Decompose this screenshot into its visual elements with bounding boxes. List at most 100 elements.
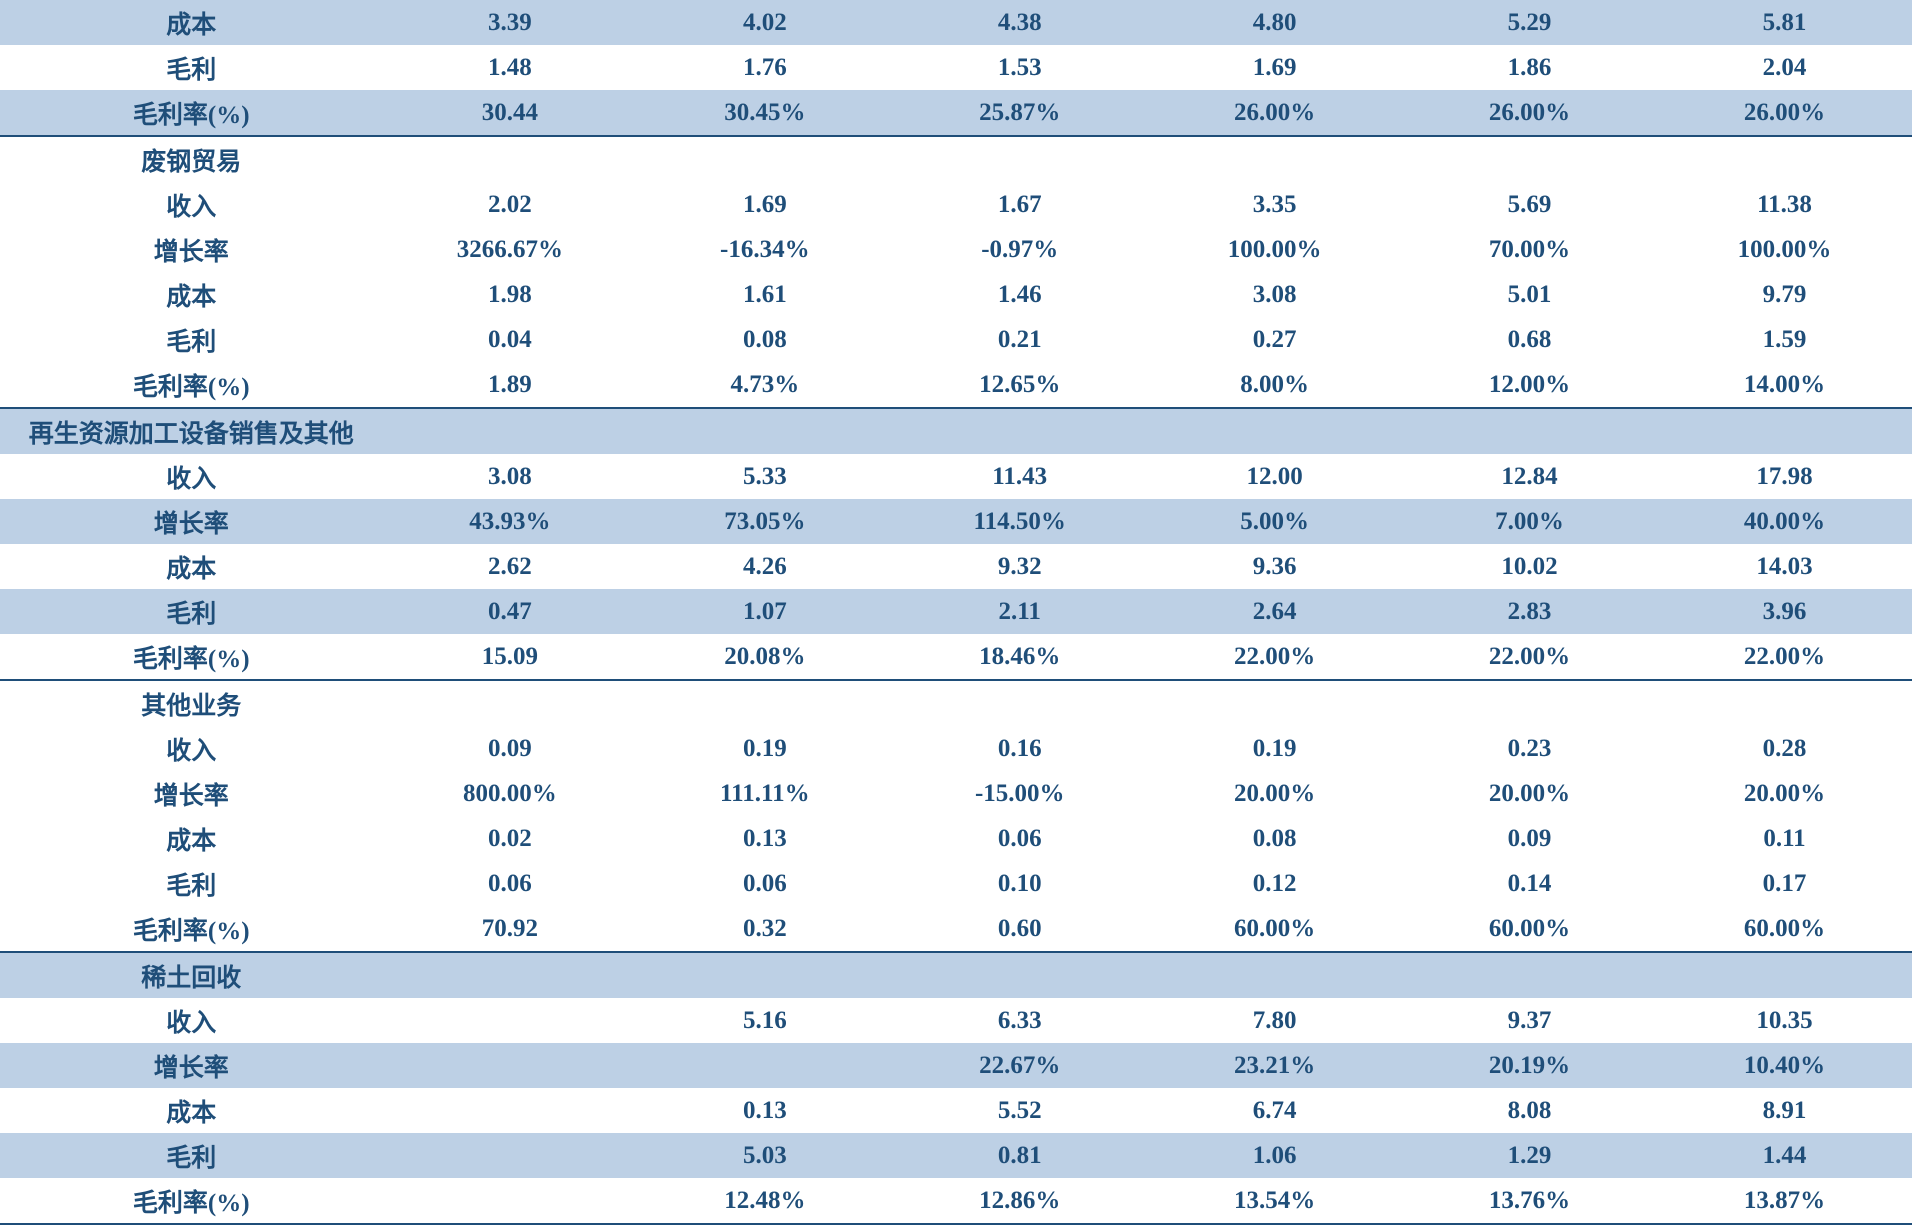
row-label-cell: 成本 — [0, 272, 382, 317]
data-cell: 4.80 — [1147, 0, 1402, 45]
data-cell: 0.08 — [1147, 816, 1402, 861]
data-cell: 0.60 — [892, 906, 1147, 952]
data-cell — [1657, 136, 1912, 182]
data-cell: 1.48 — [382, 45, 637, 90]
data-cell — [382, 1178, 637, 1223]
data-cell: 1.61 — [637, 272, 892, 317]
data-cell: 0.81 — [892, 1133, 1147, 1178]
data-cell — [637, 136, 892, 182]
row-label-cell: 毛利 — [0, 589, 382, 634]
data-cell: 100.00% — [1147, 227, 1402, 272]
data-cell: 2.83 — [1402, 589, 1657, 634]
row-label-cell: 毛利率(%) — [0, 634, 382, 680]
row-label-cell: 增长率 — [0, 499, 382, 544]
data-cell: 0.19 — [637, 726, 892, 771]
data-cell — [1657, 680, 1912, 726]
table-row: 收入5.166.337.809.3710.35 — [0, 998, 1912, 1043]
data-cell — [382, 952, 637, 998]
data-cell: 3.39 — [382, 0, 637, 45]
table-body: 成本3.394.024.384.805.295.81毛利1.481.761.53… — [0, 0, 1912, 1223]
data-cell — [892, 408, 1147, 454]
table-row: 毛利率(%)70.920.320.6060.00%60.00%60.00% — [0, 906, 1912, 952]
table-row: 毛利0.040.080.210.270.681.59 — [0, 317, 1912, 362]
data-cell: 0.13 — [637, 816, 892, 861]
data-cell: 14.03 — [1657, 544, 1912, 589]
row-label-cell: 其他业务 — [0, 680, 382, 726]
table-row: 毛利1.481.761.531.691.862.04 — [0, 45, 1912, 90]
data-cell: 12.65% — [892, 362, 1147, 408]
data-cell: 0.19 — [1147, 726, 1402, 771]
data-cell: 1.98 — [382, 272, 637, 317]
data-cell: 4.73% — [637, 362, 892, 408]
data-cell: 17.98 — [1657, 454, 1912, 499]
row-label-cell: 毛利 — [0, 317, 382, 362]
data-cell: 5.00% — [1147, 499, 1402, 544]
table-row: 再生资源加工设备销售及其他 — [0, 408, 1912, 454]
data-cell: 1.07 — [637, 589, 892, 634]
data-cell: 111.11% — [637, 771, 892, 816]
data-cell: 800.00% — [382, 771, 637, 816]
data-cell: 1.69 — [637, 182, 892, 227]
data-cell: 0.09 — [1402, 816, 1657, 861]
data-cell: 13.54% — [1147, 1178, 1402, 1223]
row-label-cell: 毛利 — [0, 1133, 382, 1178]
table-row: 毛利0.060.060.100.120.140.17 — [0, 861, 1912, 906]
data-cell: -0.97% — [892, 227, 1147, 272]
data-cell: 1.46 — [892, 272, 1147, 317]
data-cell: 20.00% — [1657, 771, 1912, 816]
row-label-cell: 稀土回收 — [0, 952, 382, 998]
data-cell — [382, 1133, 637, 1178]
data-cell: 30.45% — [637, 90, 892, 136]
table-row: 稀土回收 — [0, 952, 1912, 998]
data-cell: 3.08 — [382, 454, 637, 499]
data-cell: 2.64 — [1147, 589, 1402, 634]
data-cell: 100.00% — [1657, 227, 1912, 272]
table-row: 毛利率(%)30.4430.45%25.87%26.00%26.00%26.00… — [0, 90, 1912, 136]
data-cell: 0.68 — [1402, 317, 1657, 362]
data-cell: 5.33 — [637, 454, 892, 499]
data-cell — [1402, 680, 1657, 726]
row-label-cell: 再生资源加工设备销售及其他 — [0, 408, 382, 454]
data-cell: 1.59 — [1657, 317, 1912, 362]
data-cell: 1.69 — [1147, 45, 1402, 90]
data-cell: 2.11 — [892, 589, 1147, 634]
data-cell: 1.06 — [1147, 1133, 1402, 1178]
data-cell: 0.08 — [637, 317, 892, 362]
data-cell: 4.02 — [637, 0, 892, 45]
data-cell: 70.00% — [1402, 227, 1657, 272]
data-cell: 22.00% — [1147, 634, 1402, 680]
data-cell — [637, 1043, 892, 1088]
data-cell — [1402, 136, 1657, 182]
row-label-cell: 毛利率(%) — [0, 906, 382, 952]
row-label-cell: 增长率 — [0, 227, 382, 272]
data-cell: 9.32 — [892, 544, 1147, 589]
data-cell: 60.00% — [1402, 906, 1657, 952]
row-label-cell: 成本 — [0, 1088, 382, 1133]
row-label-cell: 增长率 — [0, 771, 382, 816]
data-cell: 14.00% — [1657, 362, 1912, 408]
table-row: 收入0.090.190.160.190.230.28 — [0, 726, 1912, 771]
data-cell: -15.00% — [892, 771, 1147, 816]
data-cell — [1657, 952, 1912, 998]
data-cell: 0.06 — [637, 861, 892, 906]
data-cell: 12.00 — [1147, 454, 1402, 499]
data-cell — [637, 952, 892, 998]
data-cell: 5.01 — [1402, 272, 1657, 317]
data-cell: 12.00% — [1402, 362, 1657, 408]
table-row: 废钢贸易 — [0, 136, 1912, 182]
data-cell — [382, 1043, 637, 1088]
financial-breakdown-table: 成本3.394.024.384.805.295.81毛利1.481.761.53… — [0, 0, 1912, 1223]
data-cell: 7.80 — [1147, 998, 1402, 1043]
table-row: 增长率22.67%23.21%20.19%10.40% — [0, 1043, 1912, 1088]
table-row: 增长率800.00%111.11%-15.00%20.00%20.00%20.0… — [0, 771, 1912, 816]
data-cell: 60.00% — [1657, 906, 1912, 952]
data-cell: 22.00% — [1657, 634, 1912, 680]
data-cell: 26.00% — [1657, 90, 1912, 136]
data-cell: 22.67% — [892, 1043, 1147, 1088]
table-row: 其他业务 — [0, 680, 1912, 726]
row-label-cell: 成本 — [0, 816, 382, 861]
data-cell: 2.04 — [1657, 45, 1912, 90]
data-cell: 0.21 — [892, 317, 1147, 362]
data-cell — [382, 680, 637, 726]
data-cell — [382, 136, 637, 182]
